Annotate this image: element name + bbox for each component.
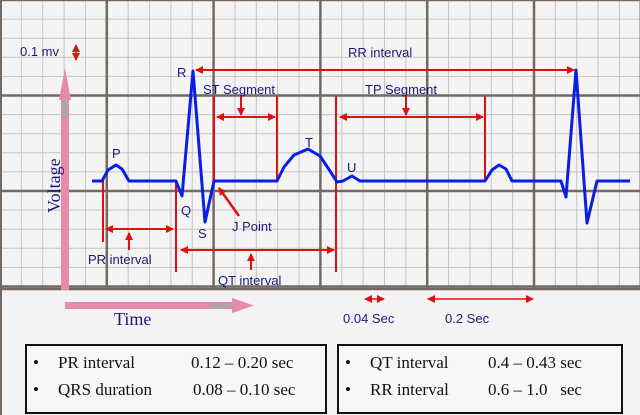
small-box-time-label: 0.04 Sec: [343, 311, 395, 326]
tp-segment-label: TP Segment: [365, 82, 437, 97]
normal-value: 0.08 – 0.10 sec: [193, 380, 296, 399]
bullet: •: [33, 353, 39, 372]
bullet: •: [33, 380, 39, 399]
interval-annotations: [72, 44, 575, 303]
normal-name: QRS duration: [58, 380, 152, 399]
voltage-axis-label: Voltage: [44, 158, 64, 213]
wave-p-label: P: [112, 146, 121, 161]
wave-q-label: Q: [181, 203, 191, 218]
wave-s-label: S: [198, 226, 207, 241]
bullet: •: [345, 353, 351, 372]
wave-u-label: U: [347, 160, 356, 175]
normal-value: 0.12 – 0.20 sec: [191, 353, 294, 372]
voltage-axis-arrow: [59, 68, 71, 290]
normal-value: 0.6 – 1.0 sec: [488, 380, 582, 399]
normal-name: PR interval: [58, 353, 135, 372]
time-axis-arrow: [65, 298, 254, 313]
bullet: •: [345, 380, 351, 399]
voltage-scale-label: 0.1 mv: [20, 44, 60, 59]
normal-name: RR interval: [370, 380, 449, 399]
wave-t-label: T: [305, 135, 313, 150]
st-segment-label: ST Segment: [203, 82, 275, 97]
wave-r-label: R: [177, 65, 186, 80]
normal-values-box-right: • QT interval 0.4 – 0.43 sec • RR interv…: [337, 344, 623, 414]
normal-value: 0.4 – 0.43 sec: [488, 353, 582, 372]
large-box-time-label: 0.2 Sec: [445, 311, 490, 326]
qt-interval-label: QT interval: [218, 273, 281, 288]
normal-name: QT interval: [370, 353, 449, 372]
rr-interval-label: RR interval: [348, 45, 412, 60]
ecg-trace: [92, 68, 630, 225]
normal-values-box-left: • PR interval 0.12 – 0.20 sec • QRS dura…: [25, 344, 327, 414]
time-axis-label: Time: [114, 309, 151, 329]
j-point-label: J Point: [232, 219, 272, 234]
ecg-grid: [0, 0, 640, 291]
j-point-arrow: [217, 187, 241, 217]
pr-interval-label: PR interval: [88, 252, 152, 267]
